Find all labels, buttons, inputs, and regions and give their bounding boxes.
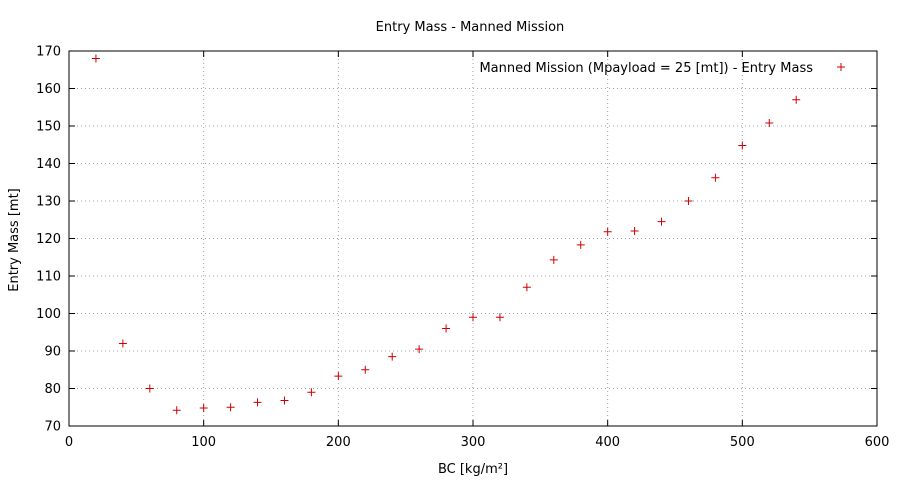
data-point <box>388 352 397 361</box>
data-point <box>765 119 774 127</box>
y-tick-label: 80 <box>44 382 61 397</box>
y-tick-label: 160 <box>36 82 61 97</box>
y-tick-label: 150 <box>36 120 61 135</box>
y-tick-label: 140 <box>36 157 61 172</box>
data-point <box>91 54 100 63</box>
legend-label: Manned Mission (Mpayload = 25 [mt]) - En… <box>479 61 813 76</box>
y-tick-label: 100 <box>36 307 61 322</box>
plot-frame <box>68 50 878 427</box>
x-tick-label: 200 <box>326 435 351 450</box>
x-tick-label: 400 <box>595 435 620 450</box>
data-point <box>657 217 666 226</box>
data-point <box>226 403 235 412</box>
axis-ticks: 0 100 200 300 400 500 600 70 80 90 100 110 120 130 140… <box>36 45 889 451</box>
legend-marker <box>837 63 845 71</box>
data-point <box>522 283 531 292</box>
y-tick-label: 90 <box>44 345 61 360</box>
data-point <box>280 396 289 405</box>
grid <box>69 51 877 426</box>
y-tick-label: 120 <box>36 232 61 247</box>
data-point <box>684 197 693 205</box>
data-point <box>738 141 747 150</box>
data-point <box>711 173 720 182</box>
data-point <box>549 255 558 264</box>
chart-title: Entry Mass - Manned Mission <box>376 20 565 35</box>
data-point <box>630 227 639 235</box>
data-point <box>576 240 585 249</box>
data-point <box>253 398 262 407</box>
data-point <box>442 324 451 333</box>
data-point <box>415 345 424 354</box>
legend-marker-symbol <box>837 63 845 71</box>
data-point <box>307 388 316 397</box>
x-tick-label: 100 <box>191 435 216 450</box>
x-tick-label: 300 <box>461 435 486 450</box>
data-points <box>91 54 801 415</box>
y-tick-label: 130 <box>36 195 61 210</box>
data-point <box>199 404 208 412</box>
y-axis-title: Entry Mass [mt] <box>7 188 22 292</box>
y-tick-label: 170 <box>36 45 61 60</box>
data-point <box>172 406 181 415</box>
x-tick-label: 600 <box>865 435 890 450</box>
data-point <box>145 384 154 393</box>
data-point <box>334 372 343 381</box>
legend: Manned Mission (Mpayload = 25 [mt]) - En… <box>479 61 845 76</box>
data-point <box>792 95 801 104</box>
data-point <box>495 313 504 322</box>
data-point <box>469 313 477 322</box>
y-tick-label: 70 <box>44 420 61 435</box>
x-tick-label: 500 <box>730 435 755 450</box>
data-point <box>361 365 370 374</box>
data-point <box>118 339 127 348</box>
x-axis-title: BC [kg/m²] <box>438 462 508 477</box>
y-tick-label: 110 <box>36 270 61 285</box>
data-point <box>603 227 612 236</box>
x-tick-label: 0 <box>65 435 73 450</box>
